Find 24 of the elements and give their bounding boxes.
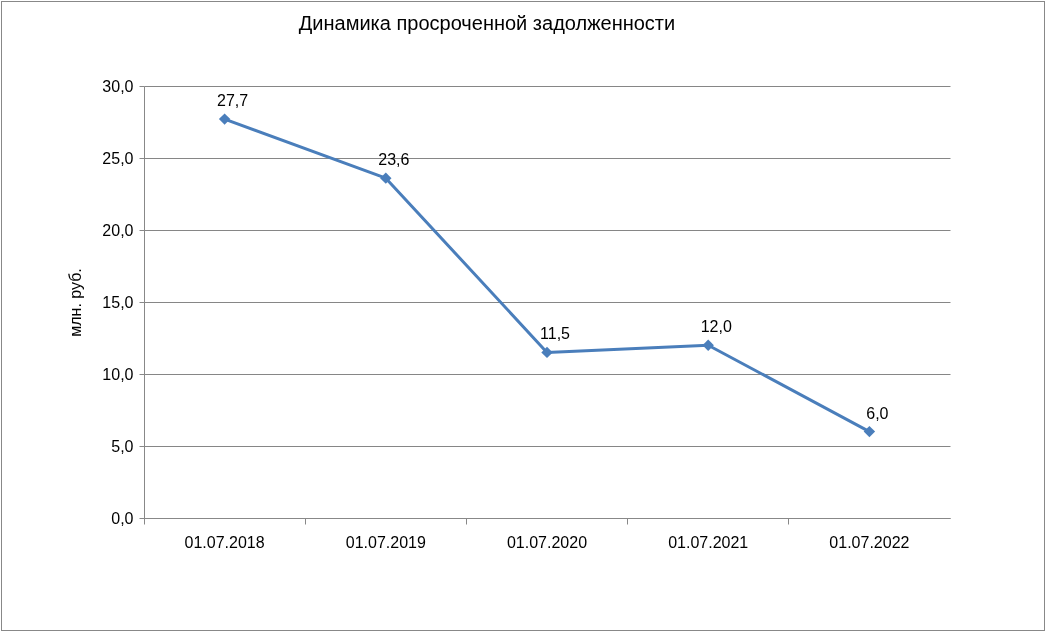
y-tick-label: 30,0 [102,77,134,95]
point [380,172,392,184]
y-tick-label: 5,0 [111,437,134,455]
point [541,346,553,359]
point [218,113,231,125]
x-tick-label: 01.07.2022 [829,533,910,551]
data-label: 6,0 [866,404,889,422]
y-axis-title: млн. руб. [67,268,85,337]
y-tick-label: 25,0 [102,149,134,167]
data-label: 12,0 [700,318,732,336]
data-label: 27,7 [217,92,249,110]
y-tick-label: 10,0 [102,365,134,383]
y-tick-label: 15,0 [102,293,134,311]
x-tick-label: 01.07.2021 [668,533,749,551]
data-label: 23,6 [378,151,410,169]
x-tick-label: 01.07.2018 [184,533,265,551]
point [702,339,714,351]
point [863,425,876,438]
chart-title: Динамика просроченной задолженности [298,12,676,34]
data-label: 11,5 [540,325,571,343]
x-tick-label: 01.07.2019 [345,533,426,551]
y-tick-label: 0,0 [111,509,134,527]
x-tick-label: 01.07.2020 [506,533,588,551]
y-tick-label: 20,0 [102,221,134,239]
